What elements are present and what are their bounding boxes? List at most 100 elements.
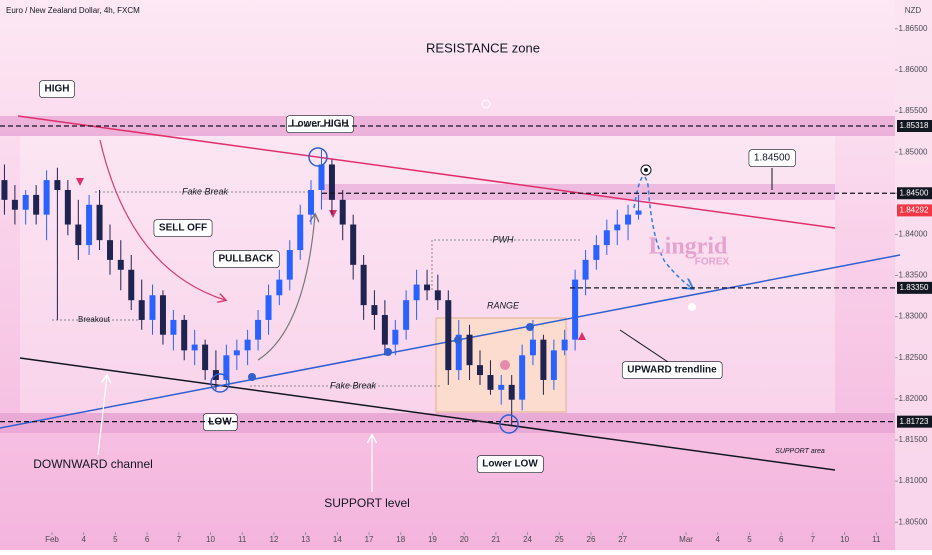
price-label: 1.85318 [900, 121, 929, 130]
x-tick-label: 6 [145, 535, 150, 544]
annotation-label: Lower LOW [482, 459, 538, 470]
x-tick-label: 20 [460, 535, 469, 544]
candle-body [635, 210, 642, 215]
candle-body [276, 279, 283, 296]
down-marker [329, 210, 337, 218]
x-tick-label: 18 [396, 535, 405, 544]
x-tick-label: 27 [618, 535, 627, 544]
x-tick-label: 21 [491, 535, 500, 544]
low-circle [210, 373, 230, 393]
x-tick-label: 25 [555, 535, 564, 544]
candle-body [75, 224, 82, 246]
y-tick-label: 1.83500 [899, 271, 928, 280]
x-tick-label: 6 [779, 535, 784, 544]
price-label-box [897, 415, 932, 428]
x-tick-label: Feb [45, 535, 59, 544]
candles [1, 149, 642, 426]
annotation-label: Lower HIGH [291, 119, 348, 130]
candle-body [191, 344, 198, 351]
up-marker [578, 332, 586, 340]
candle-body [625, 214, 632, 225]
y-tick-label: 1.82000 [899, 394, 928, 403]
down-marker [76, 178, 84, 186]
touch-dot [454, 336, 462, 344]
x-tick-label: 7 [177, 535, 182, 544]
candle-body [22, 194, 29, 210]
candle-body [128, 269, 135, 301]
x-tick-label: 11 [238, 535, 247, 544]
candle-body [33, 194, 40, 215]
candle-body [339, 199, 346, 225]
annotation-label: HIGH [45, 84, 70, 95]
x-tick-label: 10 [840, 535, 849, 544]
y-tick-label: 1.81000 [899, 476, 928, 485]
annotation-label: SELL OFF [159, 223, 207, 234]
annotation-label: PULLBACK [219, 254, 275, 265]
candle-body [11, 199, 18, 210]
y-tick-label: 1.80500 [899, 517, 928, 526]
watermark: Lingrid [649, 234, 728, 260]
candle-body [350, 224, 357, 265]
label-box [153, 219, 213, 237]
candle-body [244, 339, 251, 351]
annotation: SUPPORT level [324, 496, 410, 510]
candle-body [286, 250, 293, 280]
x-tick-label: 17 [365, 535, 374, 544]
resistance-zone [0, 116, 895, 136]
label-box [476, 455, 544, 473]
candle-body [540, 339, 547, 380]
touch-dot [248, 373, 256, 381]
candle-body [519, 355, 526, 400]
pullback-arrow [257, 215, 315, 361]
price-label: 1.81723 [900, 417, 929, 426]
candle-body [96, 204, 103, 241]
touch-dot [526, 323, 534, 331]
icon [481, 99, 491, 109]
candle-body [392, 329, 399, 345]
price-label-box [897, 119, 932, 132]
annotation: RANGE [487, 300, 520, 310]
channel-lower-line [19, 357, 836, 471]
candle-body [434, 290, 441, 301]
candle-body [561, 339, 568, 351]
price-label: 1.84292 [900, 205, 929, 214]
candle-body [466, 334, 473, 366]
candle-body [64, 189, 71, 225]
candle-body [223, 355, 230, 380]
candle-body [159, 295, 166, 335]
x-tick-label: 4 [716, 535, 721, 544]
channel-arrow [97, 376, 107, 456]
projection-path [633, 175, 692, 288]
callout-line [619, 329, 669, 363]
candle-body [138, 300, 145, 320]
candle-body [476, 365, 483, 376]
candle-body [572, 279, 579, 340]
price-label: 1.83350 [900, 283, 929, 292]
candle-body [445, 300, 452, 371]
x-tick-label: 26 [587, 535, 596, 544]
candle-body [86, 204, 93, 246]
candle-body [424, 284, 431, 291]
candle-body [498, 384, 505, 390]
pwh-line [431, 239, 580, 290]
price-label-box [897, 204, 932, 217]
x-tick-label: 5 [113, 535, 118, 544]
price-label-box [897, 187, 932, 200]
x-tick-label: 19 [428, 535, 437, 544]
candle-body [117, 259, 124, 270]
label-box [748, 149, 796, 167]
low-circle [499, 414, 519, 434]
y-tick-label: 1.81500 [899, 435, 928, 444]
candle-body [593, 245, 600, 260]
candle-body [529, 339, 536, 356]
candle-body [508, 384, 515, 400]
candle-body [318, 164, 325, 190]
price-label-box [897, 281, 932, 294]
annotation: Breakout [78, 315, 111, 324]
y-tick-label: 1.86000 [899, 65, 928, 74]
x-tick-label: 4 [81, 535, 86, 544]
candle-body [550, 350, 557, 380]
chart-title: Euro / New Zealand Dollar, 4h, FXCM [6, 6, 140, 15]
candle-body [107, 240, 114, 260]
